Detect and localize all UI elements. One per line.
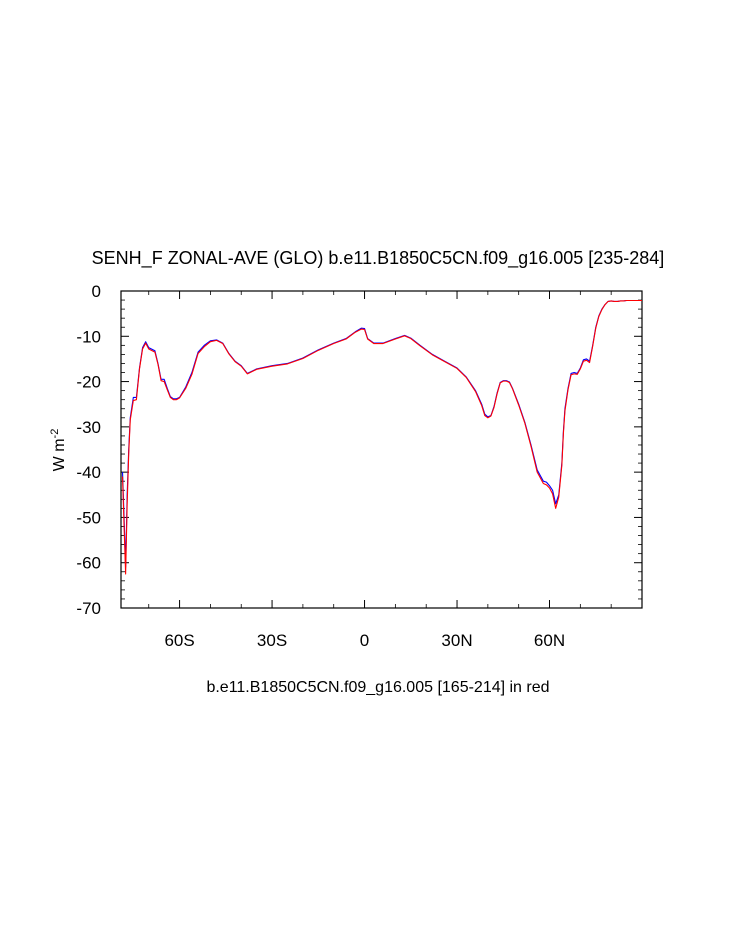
- y-tick-label: -30: [76, 418, 101, 437]
- x-tick-label: 30N: [441, 631, 472, 650]
- y-axis-label: W m-2: [49, 429, 68, 472]
- plot-frame: [120, 290, 643, 609]
- series-line-2: [121, 299, 642, 575]
- x-tick-label: 60S: [164, 631, 194, 650]
- y-tick-label: -60: [76, 554, 101, 573]
- series-lines: [121, 299, 642, 575]
- x-axis-caption: b.e11.B1850C5CN.f09_g16.005 [165-214] in…: [206, 679, 549, 696]
- x-tick-label: 0: [360, 631, 369, 650]
- y-tick-label: -10: [76, 327, 101, 346]
- y-axis-label-text: W m: [51, 438, 68, 471]
- y-axis-label-superscript: -2: [49, 429, 61, 439]
- chart-title: SENH_F ZONAL-AVE (GLO) b.e11.B1850C5CN.f…: [92, 248, 665, 269]
- y-tick-label: 0: [92, 282, 101, 301]
- axis-ticks: [121, 290, 642, 609]
- y-tick-label: -50: [76, 508, 101, 527]
- series-line-1: [121, 299, 642, 568]
- plot-area: [120, 290, 643, 609]
- x-tick-label: 60N: [534, 631, 565, 650]
- y-tick-label: -40: [76, 463, 101, 482]
- x-axis-tick-labels: 60S 30S 0 30N 60N: [164, 631, 565, 650]
- y-tick-label: -20: [76, 373, 101, 392]
- y-axis-tick-labels: 0 -10 -20 -30 -40 -50 -60 -70: [76, 282, 101, 618]
- y-tick-label: -70: [76, 599, 101, 618]
- x-tick-label: 30S: [257, 631, 287, 650]
